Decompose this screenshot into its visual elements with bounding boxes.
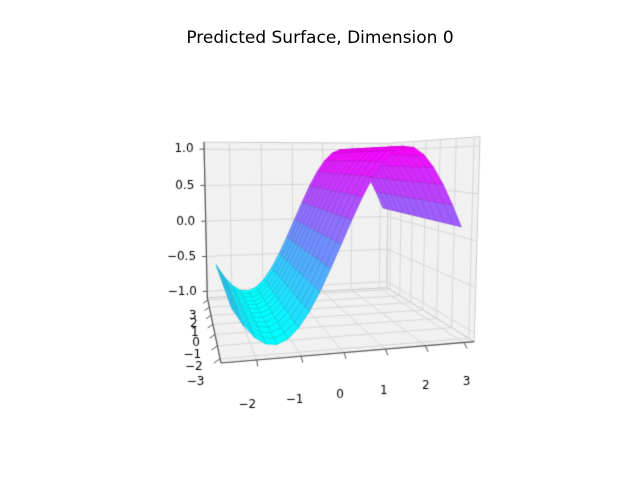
chart-title: Predicted Surface, Dimension 0 (186, 28, 454, 48)
